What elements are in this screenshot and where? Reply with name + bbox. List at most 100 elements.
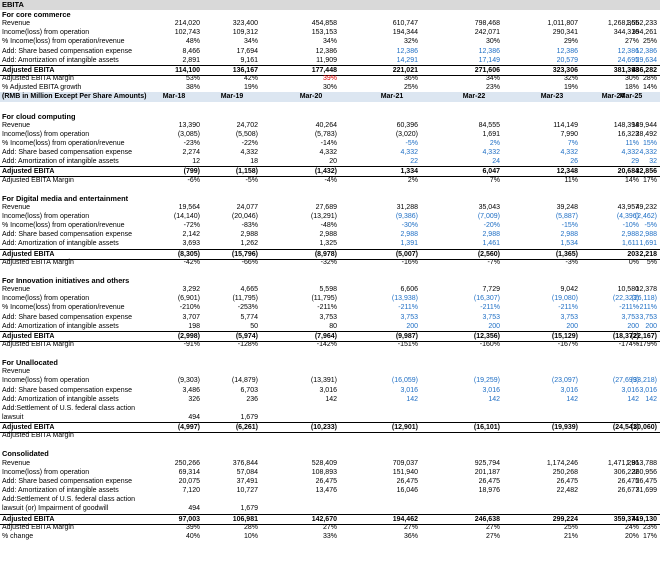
table-row: Add: Share based compensation expense 2,1… — [0, 230, 660, 239]
cell-value: 11% — [625, 139, 640, 147]
cell-value: 69,314 — [178, 468, 200, 476]
cell-value: 26,475 — [617, 477, 639, 485]
cell-value: 37,491 — [236, 477, 258, 485]
cell-value: 2,988 — [639, 231, 657, 239]
cell-value: -167% — [557, 340, 578, 348]
cell-value: 177,448 — [311, 66, 337, 74]
cell-value: 19,564 — [178, 203, 200, 211]
cell-value: 32% — [403, 38, 418, 46]
table-row: % change 40% 10% 33% 36% 27% 21% 20% 17% — [0, 532, 660, 541]
cell-value: 114,149 — [553, 121, 578, 129]
section-title-label: For Unallocated — [2, 358, 58, 368]
cell-value: 26 — [570, 158, 578, 166]
cell-value: -179% — [636, 340, 657, 348]
cell-value: 246,638 — [474, 515, 500, 523]
table-row: Adjusted EBITA Margin -42% -66% -32% -16% -7%… — [0, 258, 660, 267]
cell-value: -10% — [622, 222, 639, 230]
row-label: Add: Share based compensation expense — [2, 477, 132, 485]
cell-value: 359,374 — [613, 515, 639, 523]
row-label: Income(loss) from operation — [2, 130, 90, 138]
cell-value: 201,187 — [474, 468, 500, 476]
row-label: Adjusted EBITA — [2, 168, 55, 176]
cell-value: 1,679 — [240, 414, 258, 421]
column-header: Mar-24 — [601, 93, 625, 101]
table-row: Income(loss) from operation (9,303) (14,87… — [0, 376, 660, 385]
section-title: For cloud computing — [0, 112, 660, 121]
cell-value: 4,332 — [400, 149, 418, 157]
cell-value: -91% — [183, 340, 200, 348]
cell-value: 3,016 — [400, 386, 418, 394]
table-row: Income(loss) from operation (3,085) (5,508… — [0, 130, 660, 139]
row-label: Adjusted EBITA Margin — [2, 176, 74, 184]
cell-value: 1,611 — [622, 240, 639, 248]
section-title: For Unallocated — [0, 358, 660, 367]
cell-value: -160% — [479, 340, 500, 348]
table-row: Add: Share based compensation expense 3,4… — [0, 386, 660, 395]
row-label: Revenue — [2, 203, 31, 211]
cell-value: 3,753 — [621, 313, 639, 321]
table-row: Revenue 13,390 24,702 40,264 60,396 84,555 114… — [0, 121, 660, 130]
cell-value: 2% — [489, 139, 500, 147]
cell-value: 9,161 — [240, 56, 258, 64]
table-row: % Income(loss) from operation/revenue -23… — [0, 139, 660, 148]
cell-value: -211% — [398, 304, 418, 312]
row-label: Revenue — [2, 20, 31, 28]
row-label: Add:Settlement of U.S. federal class act… — [2, 496, 136, 504]
cell-value: 1,334 — [400, 168, 418, 176]
cell-value: 15% — [642, 139, 657, 147]
cell-value: 24,702 — [236, 121, 258, 129]
cell-value: 494 — [188, 414, 200, 421]
cell-value: 33% — [322, 532, 337, 540]
cell-value: -15% — [561, 222, 578, 230]
cell-value: 4,332 — [639, 149, 657, 157]
cell-value: (8,305) — [177, 250, 200, 258]
cell-value: 798,468 — [474, 20, 500, 28]
row-label: Add: Amortization of intangible assets — [2, 322, 119, 330]
cell-value: 10% — [243, 532, 258, 540]
cell-value: 200 — [488, 322, 500, 330]
row-label: lawsuit (or) Impairment of goodwill — [2, 505, 109, 513]
row-label: Add: Share based compensation expense — [2, 386, 132, 394]
cell-value: 26,475 — [396, 477, 418, 485]
cell-value: 35,043 — [478, 203, 500, 211]
cell-value: (2,462) — [634, 213, 657, 220]
cell-value: 32,856 — [635, 168, 657, 176]
cell-value: 50 — [250, 322, 258, 330]
cell-value: (12,901) — [391, 424, 418, 432]
row-label: % Income(loss) from operation/revenue — [2, 139, 125, 147]
cell-value: (8,978) — [314, 250, 337, 258]
cell-value: 925,794 — [474, 459, 500, 467]
cell-value: 5% — [646, 258, 657, 266]
cell-value: 419,130 — [631, 515, 657, 523]
row-label: % Income(loss) from operation/revenue — [2, 222, 125, 230]
cell-value: 19% — [243, 84, 258, 92]
cell-value: 20,579 — [556, 56, 578, 64]
cell-value: 250,268 — [552, 468, 578, 476]
cell-value: (15,796) — [231, 250, 258, 258]
row-label: Income(loss) from operation — [2, 213, 90, 220]
cell-value: 84,555 — [478, 121, 500, 129]
table-row: Add: Amortization of intangible assets 12… — [0, 157, 660, 166]
cell-value: (13,291) — [310, 213, 337, 220]
cell-value: 242,071 — [474, 29, 500, 37]
cell-value: 12,348 — [556, 168, 578, 176]
cell-value: (16,101) — [473, 424, 500, 432]
cell-value: 3,753 — [482, 313, 500, 321]
cell-value: (22,167) — [630, 332, 657, 340]
row-label: Adjusted EBITA Margin — [2, 432, 74, 440]
cell-value: 23% — [642, 523, 657, 531]
cell-value: 3,016 — [482, 386, 500, 394]
cell-value: 6,047 — [482, 168, 500, 176]
units-label: (RMB in Million Except Per Share Amounts… — [2, 92, 147, 103]
cell-value: (19,259) — [473, 377, 500, 385]
cell-value: 3,016 — [560, 386, 578, 394]
cell-value: 28% — [642, 75, 657, 83]
cell-value: 26,475 — [478, 477, 500, 485]
cell-value: 4,332 — [240, 149, 258, 157]
column-header: Mar-19 — [220, 93, 244, 101]
cell-value: 7% — [489, 176, 500, 184]
cell-value: 24 — [492, 158, 500, 166]
cell-value: -5% — [644, 222, 657, 230]
cell-value: 136,167 — [232, 66, 258, 74]
cell-value: 18% — [624, 84, 639, 92]
